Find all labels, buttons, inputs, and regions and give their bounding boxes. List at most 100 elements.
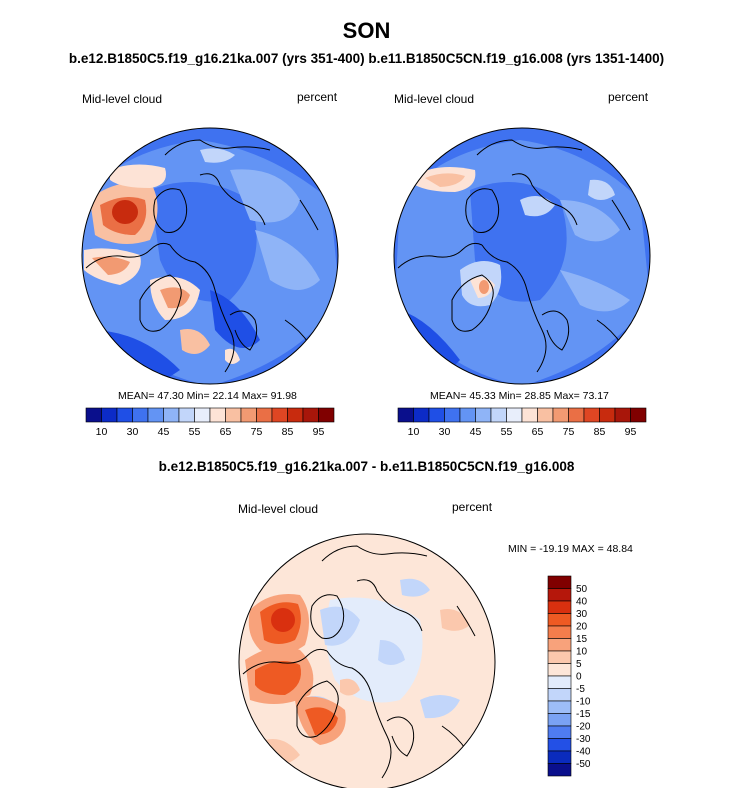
panel1-colorbar-swatch — [302, 407, 319, 423]
panel2-units-label: percent — [608, 90, 649, 104]
panel1-colorbar-tick-label: 55 — [189, 426, 201, 438]
panel1-colorbar: 10 30 45 55 65 75 85 95 — [85, 407, 335, 438]
panel2-colorbar-swatch — [599, 407, 616, 423]
panel2-colorbar: 10 30 45 55 65 75 85 95 — [397, 407, 647, 438]
panel2-stats: MEAN= 45.33 Min= 28.85 Max= 73.17 — [430, 390, 609, 402]
map-panel-difference — [239, 534, 495, 788]
panel1-colorbar-tick-label: 95 — [313, 426, 325, 438]
panel1-colorbar-swatch — [256, 407, 273, 423]
diff-colorbar-swatch — [547, 575, 572, 589]
panel2-colorbar-swatch — [444, 407, 461, 423]
diff-colorbar-swatch — [547, 663, 572, 677]
panel1-colorbar-swatch — [116, 407, 133, 423]
diff-colorbar-tick-label: 10 — [576, 647, 588, 658]
panel1-colorbar-tick-label: 65 — [220, 426, 232, 438]
panel2-colorbar-swatch — [475, 407, 492, 423]
diff-colorbar-tick-label: 40 — [576, 597, 588, 608]
panel1-colorbar-swatch — [225, 407, 242, 423]
diff-colorbar-swatch — [547, 688, 572, 702]
diff-colorbar-swatch — [547, 675, 572, 689]
panel2-colorbar-swatch — [490, 407, 507, 423]
panel1-colorbar-tick-label: 75 — [251, 426, 263, 438]
panel1-variable-label: Mid-level cloud — [82, 92, 163, 106]
diff-colorbar-tick-label: -20 — [576, 722, 591, 733]
diff-stats: MIN = -19.19 MAX = 48.84 — [508, 543, 633, 555]
diff-colorbar-swatch — [547, 750, 572, 764]
panel1-colorbar-tick-label: 30 — [127, 426, 139, 438]
panel2-colorbar-swatch — [413, 407, 430, 423]
diff-colorbar-tick-label: -15 — [576, 709, 591, 720]
panel2-colorbar-tick-label: 45 — [470, 426, 482, 438]
diff-colorbar-swatch — [547, 713, 572, 727]
panel2-colorbar-tick-label: 30 — [439, 426, 451, 438]
diff-variable-label: Mid-level cloud — [238, 502, 319, 516]
panel1-colorbar-swatch — [287, 407, 304, 423]
diff-colorbar-tick-label: -10 — [576, 697, 591, 708]
panel2-colorbar-swatch — [630, 407, 647, 423]
panel1-colorbar-tick-label: 45 — [158, 426, 170, 438]
diff-colorbar-swatch — [547, 625, 572, 639]
diff-colorbar-tick-label: -30 — [576, 734, 591, 745]
panel2-colorbar-swatch — [583, 407, 600, 423]
panel2-colorbar-tick-label: 75 — [563, 426, 575, 438]
panel2-colorbar-swatch — [614, 407, 631, 423]
diff-colorbar-tick-label: -5 — [576, 684, 585, 695]
panel1-colorbar-swatch — [318, 407, 335, 423]
panel1-colorbar-swatch — [240, 407, 257, 423]
panel2-colorbar-swatch — [537, 407, 554, 423]
panel1-colorbar-swatch — [163, 407, 180, 423]
diff-colorbar-tick-label: -40 — [576, 747, 591, 758]
diff-colorbar-swatch — [547, 763, 572, 777]
panel2-colorbar-tick-label: 65 — [532, 426, 544, 438]
panel2-colorbar-swatch — [428, 407, 445, 423]
map1-boundary — [81, 127, 339, 385]
figure-subtitle: b.e12.B1850C5.f19_g16.21ka.007 (yrs 351-… — [68, 51, 665, 66]
panel2-variable-label: Mid-level cloud — [394, 92, 475, 106]
panel2-colorbar-swatch — [397, 407, 414, 423]
diff-colorbar-swatch — [547, 700, 572, 714]
diff-colorbar-swatch — [547, 650, 572, 664]
panel1-colorbar-swatch — [85, 407, 102, 423]
map-panel-2 — [394, 128, 650, 384]
diff-colorbar-tick-label: 0 — [576, 672, 582, 683]
diff-colorbar-tick-label: 50 — [576, 584, 588, 595]
panel2-colorbar-tick-label: 55 — [501, 426, 513, 438]
panel1-units-label: percent — [297, 90, 338, 104]
figure-title: SON — [342, 18, 391, 43]
panel2-colorbar-swatch — [552, 407, 569, 423]
panel1-colorbar-swatch — [209, 407, 226, 423]
diff-colorbar-swatch — [547, 588, 572, 602]
panel2-colorbar-tick-label: 95 — [625, 426, 637, 438]
diff-colorbar-tick-label: 20 — [576, 622, 588, 633]
panel2-colorbar-swatch — [521, 407, 538, 423]
diff-colorbar-swatch — [547, 600, 572, 614]
panel2-colorbar-swatch — [568, 407, 585, 423]
panel1-stats: MEAN= 47.30 Min= 22.14 Max= 91.98 — [118, 390, 297, 402]
diff-colorbar-tick-label: 15 — [576, 634, 588, 645]
panel1-colorbar-tick-label: 85 — [282, 426, 294, 438]
diff-colorbar-swatch — [547, 725, 572, 739]
diff-colorbar-tick-label: 5 — [576, 659, 582, 670]
map2-boundary — [393, 127, 651, 385]
panel2-colorbar-swatch — [459, 407, 476, 423]
panel1-colorbar-swatch — [132, 407, 149, 423]
diff-colorbar-swatch — [547, 638, 572, 652]
panel2-colorbar-tick-label: 10 — [408, 426, 420, 438]
panel2-colorbar-tick-label: 85 — [594, 426, 606, 438]
map-panel-1 — [82, 128, 338, 384]
diff-colorbar-swatch — [547, 613, 572, 627]
diff-units-label: percent — [452, 500, 493, 514]
panel1-colorbar-swatch — [101, 407, 118, 423]
panel1-colorbar-tick-label: 10 — [96, 426, 108, 438]
panel1-colorbar-swatch — [178, 407, 195, 423]
difference-title: b.e12.B1850C5.f19_g16.21ka.007 - b.e11.B… — [158, 459, 575, 474]
map3-boundary — [238, 533, 496, 788]
diff-colorbar-tick-label: 30 — [576, 609, 588, 620]
panel1-colorbar-swatch — [271, 407, 288, 423]
diff-colorbar-tick-label: -50 — [576, 759, 591, 770]
panel1-colorbar-swatch — [194, 407, 211, 423]
panel1-colorbar-swatch — [147, 407, 164, 423]
panel2-colorbar-swatch — [506, 407, 523, 423]
